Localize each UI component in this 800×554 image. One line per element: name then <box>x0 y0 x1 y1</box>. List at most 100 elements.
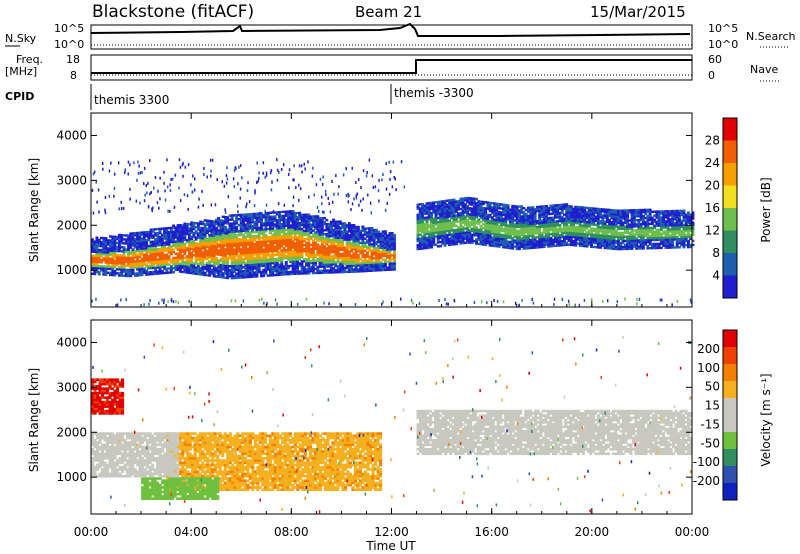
power-cell <box>626 235 629 238</box>
power-cell <box>637 211 641 214</box>
power-cell <box>302 213 306 216</box>
power-cell <box>484 209 488 212</box>
power-cell <box>617 247 620 251</box>
power-cell <box>178 256 182 259</box>
power-cell <box>393 233 396 237</box>
power-cell <box>307 235 311 239</box>
power-cell <box>158 235 162 239</box>
power-cell <box>388 240 392 243</box>
power-cell <box>181 240 184 243</box>
power-cell <box>253 267 257 270</box>
power-cell <box>199 263 203 266</box>
power-cell <box>106 243 110 246</box>
power-cell <box>151 272 155 276</box>
power-cell <box>309 253 313 257</box>
power-cell <box>235 268 239 271</box>
power-cell <box>421 221 424 224</box>
power-cell <box>468 241 472 244</box>
power-cell <box>551 212 555 215</box>
power-cell <box>136 256 139 259</box>
power-cell <box>120 234 124 237</box>
power-cell <box>556 230 560 233</box>
power-cell <box>190 247 194 251</box>
power-cell <box>434 215 438 218</box>
power-cell <box>185 228 189 232</box>
power-cell <box>495 237 499 240</box>
power-cell <box>596 230 600 233</box>
power-cell <box>278 271 281 274</box>
power-cell <box>493 238 497 242</box>
power-cell <box>203 229 207 232</box>
power-cell <box>217 269 221 272</box>
power-cell <box>443 212 447 215</box>
power-cell <box>230 256 234 260</box>
power-cell <box>511 223 515 226</box>
power-cell <box>596 246 600 249</box>
power-cell <box>341 240 345 243</box>
power-cell <box>352 224 356 227</box>
power-cell <box>278 239 281 242</box>
power-cell <box>639 210 643 214</box>
power-cell <box>522 215 526 218</box>
power-cell <box>307 270 311 273</box>
power-cell <box>233 264 236 268</box>
power-cell <box>293 244 297 247</box>
power-cell <box>196 272 200 276</box>
power-cell <box>416 205 420 208</box>
power-cell <box>278 223 281 226</box>
power-cell <box>176 266 180 269</box>
power-cell <box>630 243 634 246</box>
power-cell <box>237 254 241 257</box>
power-cell <box>522 243 526 246</box>
power-cell <box>131 236 135 239</box>
power-cell <box>289 246 293 249</box>
power-cell <box>359 251 363 255</box>
power-cell <box>540 241 544 245</box>
freq-panel: Freq. [MHz] 18 8 60 0 Nave <box>5 53 780 82</box>
power-cell <box>601 240 605 243</box>
power-cell <box>293 272 297 275</box>
power-cell <box>253 251 257 254</box>
power-cell <box>585 222 589 226</box>
power-cell <box>147 236 151 240</box>
power-cell <box>614 219 618 222</box>
power-cell <box>273 231 277 234</box>
power-cell <box>359 262 363 265</box>
power-cell <box>129 272 133 276</box>
power-cell <box>291 266 295 269</box>
power-cell <box>255 240 259 244</box>
power-cell <box>178 250 182 253</box>
power-cell <box>619 241 623 245</box>
power-cell <box>448 205 451 208</box>
power-cell <box>129 242 133 245</box>
power-cell <box>212 250 216 254</box>
power-cell <box>210 260 214 263</box>
power-cell <box>628 239 632 242</box>
power-cell <box>368 247 372 250</box>
power-cell <box>253 247 257 250</box>
power-cell <box>291 242 295 245</box>
power-cell <box>356 237 360 241</box>
power-cell <box>212 266 216 270</box>
power-cell <box>377 234 381 238</box>
power-cell <box>542 207 546 210</box>
power-cell <box>91 264 94 267</box>
power-cell <box>289 228 293 231</box>
power-cell <box>430 227 433 231</box>
power-cell <box>127 260 130 264</box>
power-cell <box>183 271 187 274</box>
power-cell <box>347 256 351 259</box>
power-cell <box>581 212 584 215</box>
power-cell <box>176 228 180 231</box>
power-cell <box>199 234 203 238</box>
power-cell <box>323 255 326 258</box>
power-cell <box>488 205 492 209</box>
power-cell <box>347 258 351 261</box>
power-cell <box>338 242 342 245</box>
power-cell <box>287 212 290 215</box>
power-cell <box>372 239 376 242</box>
power-cell <box>375 236 378 240</box>
power-cell <box>194 260 198 263</box>
power-cell <box>282 247 286 250</box>
power-cell <box>289 256 293 259</box>
